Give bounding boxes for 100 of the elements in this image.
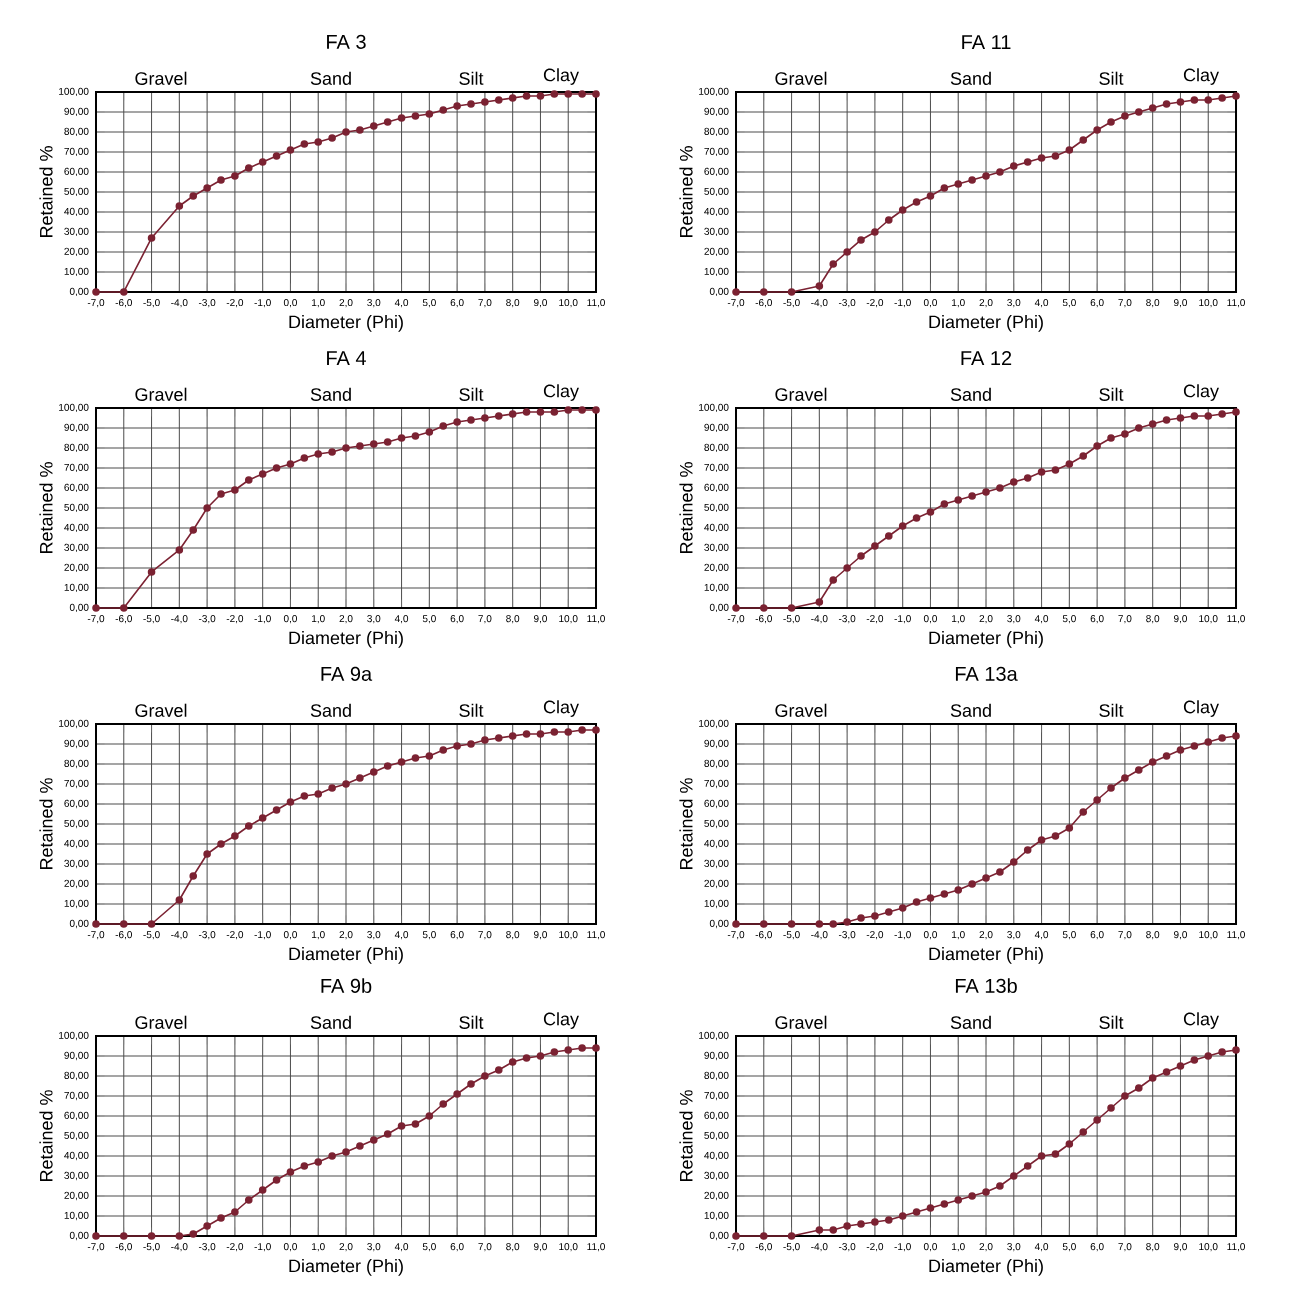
- point: [1148, 104, 1157, 112]
- point: [1232, 732, 1240, 740]
- y-tick-label: 40,00: [704, 1151, 729, 1161]
- point: [732, 920, 740, 928]
- x-tick-label: 7,0: [1118, 615, 1132, 624]
- point: [453, 102, 461, 110]
- point: [843, 918, 851, 926]
- x-tick-label: -5,0: [783, 615, 800, 624]
- point: [147, 920, 156, 928]
- point: [871, 912, 879, 920]
- point: [536, 1052, 545, 1060]
- point: [1079, 452, 1088, 460]
- point: [231, 1208, 239, 1216]
- x-tick-label: -1,0: [254, 615, 271, 624]
- point: [397, 758, 406, 766]
- point: [272, 1176, 281, 1184]
- y-tick-label: 20,00: [64, 1191, 89, 1201]
- x-axis-title: Diameter (Phi): [289, 631, 403, 648]
- x-tick-label: -5,0: [143, 615, 160, 624]
- point: [425, 752, 434, 760]
- y-tick-label: 60,00: [704, 483, 729, 493]
- x-axis-title: Diameter (Phi): [289, 947, 403, 964]
- point: [1093, 796, 1101, 804]
- point: [857, 552, 865, 560]
- y-tick-label: 90,00: [704, 423, 729, 433]
- y-axis-title: Retained %: [679, 462, 693, 554]
- x-tick-label: -5,0: [783, 1243, 800, 1252]
- x-tick-label: -7,0: [727, 931, 745, 940]
- y-axis-title: Retained %: [679, 778, 693, 870]
- text: Sand: [310, 1015, 351, 1029]
- point: [425, 1112, 434, 1120]
- point: [1023, 1162, 1032, 1170]
- x-tick-label: -6,0: [755, 299, 773, 308]
- point: [439, 746, 448, 754]
- x-tick-label: 11,0: [587, 615, 605, 624]
- x-axis-title: Diameter (Phi): [929, 1259, 1043, 1276]
- point: [356, 774, 364, 782]
- x-tick-label: -3,0: [198, 931, 216, 940]
- point: [1121, 1092, 1129, 1100]
- point: [536, 408, 545, 416]
- y-tick-label: 80,00: [64, 443, 89, 453]
- text: Sand: [950, 703, 991, 717]
- text: Clay: [543, 700, 579, 717]
- y-tick-label: 80,00: [64, 1071, 89, 1081]
- point: [536, 730, 545, 738]
- point: [884, 908, 893, 916]
- y-tick-label: 30,00: [64, 1171, 89, 1181]
- text: Gravel: [775, 1015, 827, 1029]
- x-tick-label: 8,0: [506, 1243, 520, 1252]
- point: [189, 192, 198, 200]
- point: [815, 1226, 824, 1234]
- point: [119, 920, 128, 928]
- point: [1190, 96, 1199, 104]
- x-tick-label: 5,0: [422, 615, 436, 624]
- x-tick-label: -7,0: [87, 931, 105, 940]
- point: [258, 158, 267, 166]
- point: [356, 442, 364, 450]
- point: [1023, 474, 1032, 482]
- point: [1107, 784, 1115, 792]
- text: Gravel: [135, 387, 187, 401]
- point: [1037, 468, 1046, 476]
- x-tick-label: 6,0: [450, 1243, 464, 1252]
- point: [92, 1232, 100, 1240]
- y-tick-label: 30,00: [704, 1171, 729, 1181]
- text: Gravel: [775, 703, 827, 717]
- x-tick-label: 0,0: [923, 299, 938, 308]
- point: [1148, 420, 1157, 428]
- x-tick-label: 10,0: [559, 931, 578, 940]
- y-tick-label: 30,00: [704, 859, 729, 869]
- point: [578, 1044, 586, 1052]
- x-tick-label: 5,0: [1062, 931, 1076, 940]
- point: [912, 898, 921, 906]
- point: [189, 872, 198, 880]
- point: [968, 1192, 976, 1200]
- y-tick-label: 70,00: [64, 779, 89, 789]
- y-tick-label: 90,00: [704, 739, 729, 749]
- point: [203, 1222, 211, 1230]
- point: [1051, 1150, 1060, 1158]
- point: [912, 1208, 921, 1216]
- point: [968, 176, 976, 184]
- point: [342, 444, 350, 452]
- x-tick-label: -5,0: [143, 299, 160, 308]
- x-tick-label: 6,0: [1090, 931, 1104, 940]
- x-tick-label: -3,0: [198, 299, 216, 308]
- x-axis-title: Diameter (Phi): [929, 631, 1043, 648]
- point: [189, 1230, 198, 1238]
- x-tick-label: 11,0: [587, 299, 605, 308]
- text: Silt: [459, 1015, 484, 1029]
- point: [954, 886, 963, 894]
- point: [843, 248, 851, 256]
- point: [522, 408, 531, 416]
- point: [759, 288, 768, 296]
- x-tick-label: 0,0: [283, 615, 298, 624]
- point: [467, 740, 475, 748]
- point: [286, 460, 295, 468]
- x-tick-label: 9,0: [533, 1243, 548, 1252]
- text: Gravel: [135, 1015, 187, 1029]
- point: [578, 90, 586, 98]
- x-tick-label: -7,0: [727, 299, 745, 308]
- point: [787, 604, 796, 612]
